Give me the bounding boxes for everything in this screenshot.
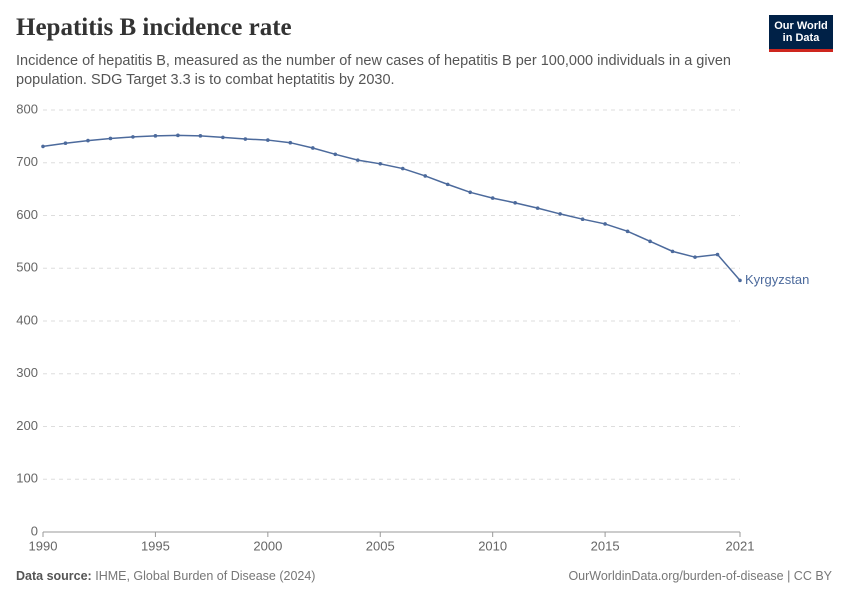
point (311, 146, 315, 150)
logo[interactable]: Our World in Data (769, 15, 833, 52)
point (535, 206, 540, 210)
series-label: Kyrgyzstan (745, 272, 809, 287)
point (153, 134, 158, 138)
logo-text: Our World (774, 20, 828, 32)
y-tick-label: 600 (16, 207, 38, 222)
point (445, 182, 450, 187)
footer-link[interactable]: OurWorldinData.org/burden-of-disease | C… (568, 569, 832, 583)
title: Hepatitis B incidence rate (16, 14, 292, 41)
point (221, 135, 225, 140)
point (513, 201, 517, 205)
subtitle: Incidence of hepatitis B, measured as th… (16, 53, 731, 88)
source-label: Data source: (16, 569, 92, 583)
y-tick-label: 0 (31, 523, 38, 538)
x-tick-label: 2010 (478, 538, 507, 553)
point (738, 278, 742, 283)
x-tick-label: 2021 (726, 538, 755, 553)
point (378, 162, 383, 166)
y-tick-label: 300 (16, 365, 38, 380)
point (288, 140, 293, 145)
y-tick-label: 400 (16, 312, 38, 327)
point (423, 174, 428, 178)
y-tick-label: 200 (16, 418, 38, 433)
point (63, 141, 68, 146)
point (468, 190, 472, 195)
point (266, 138, 270, 142)
point (41, 144, 45, 149)
source-text: IHME, Global Burden of Disease (2024) (95, 569, 316, 583)
y-tick-label: 100 (16, 471, 38, 486)
point (693, 255, 697, 259)
point (86, 138, 90, 143)
point (108, 136, 113, 141)
point (558, 212, 562, 216)
point (580, 217, 585, 221)
x-tick-label: 2015 (591, 538, 620, 553)
point (625, 229, 630, 234)
x-tick-label: 1990 (29, 538, 58, 553)
point (198, 134, 203, 138)
point (603, 222, 607, 226)
point (648, 239, 652, 244)
point (715, 252, 720, 257)
point (131, 135, 135, 139)
y-tick-label: 800 (16, 101, 38, 116)
x-tick-label: 1995 (141, 538, 170, 553)
point (490, 196, 495, 200)
point (176, 133, 180, 138)
logo-text: in Data (782, 32, 820, 44)
point (243, 137, 248, 141)
line (42, 134, 741, 281)
x-tick-label: 2000 (253, 538, 282, 553)
source: Data source: IHME, Global Burden of Dise… (16, 569, 315, 583)
point (355, 158, 360, 162)
y-tick-label: 700 (16, 154, 38, 169)
point (670, 249, 675, 254)
point (400, 166, 405, 171)
x-tick-label: 2005 (366, 538, 395, 553)
y-tick-label: 500 (16, 260, 38, 275)
point (333, 152, 338, 157)
